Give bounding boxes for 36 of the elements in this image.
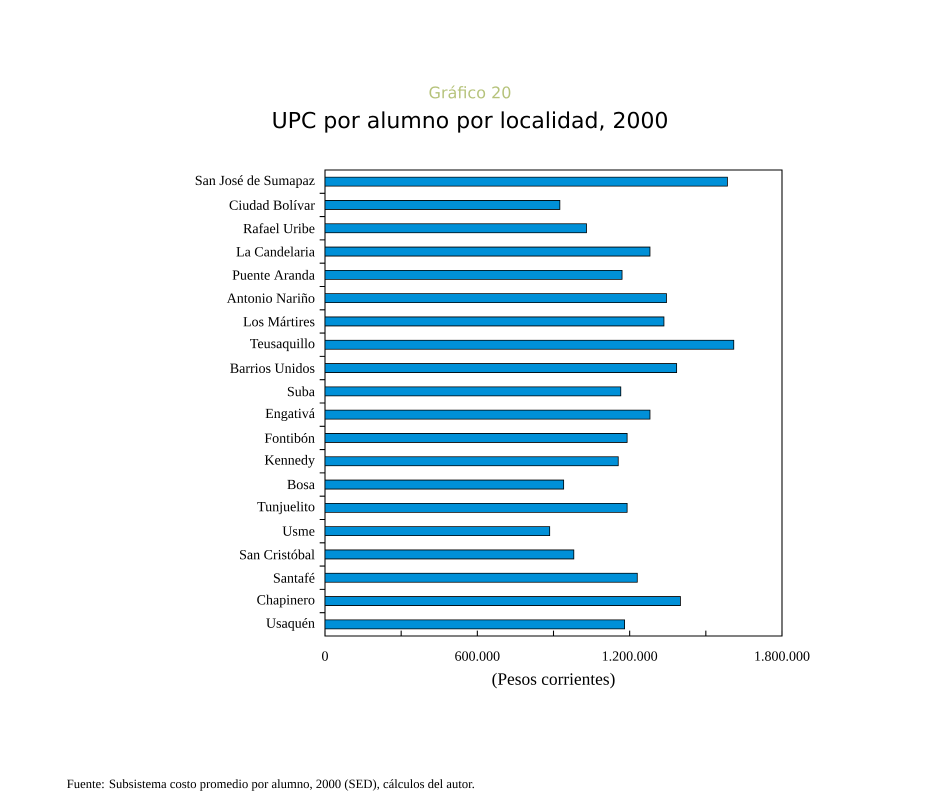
bar xyxy=(325,502,628,513)
y-tick-label: Rafael Uribe xyxy=(243,223,314,234)
source-note: Fuente: Subsistema costo promedio por alumno, 2000 (SED), cálculos del autor. xyxy=(67,779,474,791)
y-tick-label: Tunjuelito xyxy=(257,502,314,514)
chart-title: UPC por alumno por localidad, 2000 xyxy=(274,111,667,133)
y-tick-label: Barrios Unidos xyxy=(230,363,314,373)
y-tick-label: Kennedy xyxy=(264,454,315,468)
bar xyxy=(325,340,734,350)
x-axis-title: (Pesos corrientes) xyxy=(492,672,615,688)
bar xyxy=(325,619,625,630)
bar xyxy=(325,456,619,466)
y-tick-label: Usaquén xyxy=(266,618,315,631)
y-tick-label: Antonio Nariño xyxy=(226,293,314,303)
y-tick-label: Engativá xyxy=(266,408,315,422)
y-tick-label: Santafé xyxy=(274,572,314,583)
x-tick-label: 1.200.000 xyxy=(602,651,658,661)
y-tick-label: Los Mártires xyxy=(243,316,314,326)
x-tick-label: 0 xyxy=(322,651,328,661)
y-tick-label: La Candelaria xyxy=(236,246,315,256)
bar xyxy=(325,270,622,280)
y-tick-label: Suba xyxy=(288,386,315,396)
y-tick-label: Usme xyxy=(282,526,314,536)
y-tick-label: Puente Aranda xyxy=(232,270,315,280)
bar xyxy=(325,386,622,396)
y-tick-label: San José de Sumapaz xyxy=(196,175,315,188)
x-tick-label: 600.000 xyxy=(455,651,500,661)
y-tick-label: Teusaquillo xyxy=(250,338,314,352)
y-tick-label: San Cristóbal xyxy=(240,550,315,560)
bar xyxy=(325,572,638,583)
y-tick-label: Fontibón xyxy=(264,433,315,443)
y-tick-label: Ciudad Bolívar xyxy=(230,200,315,210)
y-tick-label: Bosa xyxy=(287,480,315,490)
chart-subtitle: Gráfico 20 xyxy=(429,85,510,98)
x-tick-label: 1.800.000 xyxy=(755,651,810,661)
bar xyxy=(325,223,587,234)
y-tick-label: Chapinero xyxy=(257,594,314,608)
